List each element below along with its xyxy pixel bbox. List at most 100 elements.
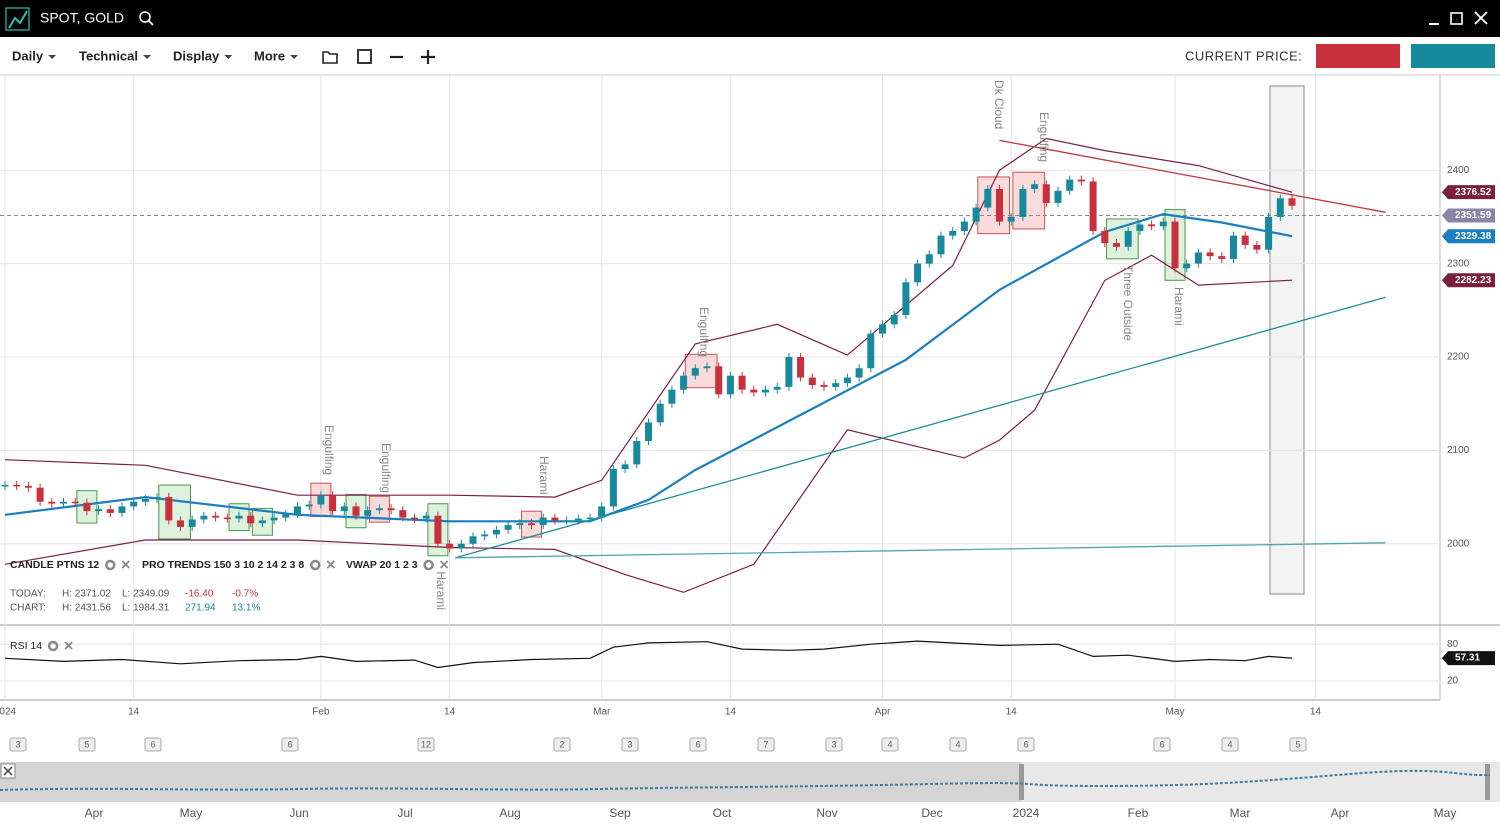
event-marker[interactable] xyxy=(9,737,27,752)
bid-box[interactable] xyxy=(1316,44,1400,68)
event-marker[interactable] xyxy=(757,737,775,752)
remove-icon[interactable] xyxy=(326,560,335,569)
candle xyxy=(691,368,699,376)
candle xyxy=(95,509,103,512)
pattern-box xyxy=(977,176,1010,235)
event-marker[interactable] xyxy=(1153,737,1171,752)
ask-box[interactable] xyxy=(1411,44,1495,68)
event-marker[interactable] xyxy=(881,737,899,752)
menu-item[interactable]: Technical xyxy=(79,48,138,63)
settings-icon[interactable] xyxy=(47,640,59,652)
pattern-label: Harami xyxy=(537,456,551,495)
event-count: 4 xyxy=(1227,739,1232,749)
candle xyxy=(329,495,337,512)
candle xyxy=(773,386,781,390)
current-price-tag-bg xyxy=(1442,208,1495,223)
candle xyxy=(1276,198,1284,217)
save-icon[interactable] xyxy=(357,49,372,64)
event-marker[interactable] xyxy=(825,737,843,752)
y-tick-label: 2400 xyxy=(1447,165,1470,176)
event-marker[interactable] xyxy=(1017,737,1035,752)
event-count: 4 xyxy=(887,739,892,749)
search-icon[interactable] xyxy=(139,11,151,23)
candle xyxy=(656,403,664,423)
candle xyxy=(668,389,676,404)
navigator-handle[interactable] xyxy=(1019,764,1024,800)
event-count: 4 xyxy=(955,739,960,749)
indicator-legend[interactable]: CANDLE PTNS 12 xyxy=(10,559,99,571)
candle xyxy=(258,520,266,524)
candle xyxy=(551,517,559,521)
rsi-title[interactable]: RSI 14 xyxy=(10,640,42,652)
event-marker[interactable] xyxy=(144,737,162,752)
candle xyxy=(446,543,454,549)
event-marker[interactable] xyxy=(281,737,299,752)
settings-icon[interactable] xyxy=(423,559,434,571)
pattern-box xyxy=(1012,171,1046,230)
settings-icon[interactable] xyxy=(310,559,321,571)
event-marker[interactable] xyxy=(417,737,435,752)
remove-icon[interactable] xyxy=(64,641,73,650)
candle xyxy=(867,333,875,369)
popout-button[interactable] xyxy=(1450,12,1463,25)
stat-percent: 13.1% xyxy=(232,603,260,614)
event-marker[interactable] xyxy=(553,737,571,752)
candle xyxy=(937,235,945,255)
trend-line xyxy=(455,542,1386,559)
rsi-line xyxy=(4,640,1293,669)
price-tag: 2329.38 xyxy=(1455,231,1492,242)
menu-item[interactable]: Daily xyxy=(12,48,44,63)
event-count: 6 xyxy=(150,739,155,749)
indicator-legend[interactable]: VWAP 20 1 2 3 xyxy=(346,559,418,571)
candle xyxy=(434,515,442,544)
event-marker[interactable] xyxy=(621,737,639,752)
candle xyxy=(141,498,149,502)
candle xyxy=(1171,221,1179,269)
candle xyxy=(1031,184,1039,189)
event-count: 12 xyxy=(421,739,431,749)
navigator-label: 2024 xyxy=(1013,806,1040,820)
candle xyxy=(340,506,348,512)
menu-item[interactable]: Display xyxy=(173,48,220,63)
navigator-handle[interactable] xyxy=(1485,764,1490,800)
candle xyxy=(60,501,67,504)
indicator-legend[interactable]: PRO TRENDS 150 3 10 2 14 2 3 8 xyxy=(142,559,304,571)
candle xyxy=(633,441,641,465)
open-icon[interactable] xyxy=(322,51,338,64)
menu-item[interactable]: More xyxy=(254,48,285,63)
zoom-in[interactable] xyxy=(421,50,435,64)
candle xyxy=(1007,216,1015,222)
candle xyxy=(188,519,196,527)
candle xyxy=(1113,243,1120,247)
candle xyxy=(879,324,886,334)
navigator-trace xyxy=(0,769,1491,791)
menu-caret xyxy=(143,55,152,59)
candle xyxy=(1206,252,1214,257)
x-tick-label: 14 xyxy=(444,707,456,718)
event-marker[interactable] xyxy=(78,737,96,752)
close-button[interactable] xyxy=(1474,11,1488,25)
event-marker[interactable] xyxy=(1221,737,1239,752)
navigator-label: Nov xyxy=(816,806,837,820)
remove-icon[interactable] xyxy=(121,560,130,569)
candle xyxy=(1042,184,1050,203)
candle xyxy=(305,504,313,507)
remove-icon[interactable] xyxy=(439,560,449,569)
candle xyxy=(457,543,465,549)
x-tick-label: Mar xyxy=(593,707,611,718)
x-tick-label: 14 xyxy=(725,707,737,718)
event-marker[interactable] xyxy=(689,737,707,752)
candle xyxy=(247,515,255,524)
event-marker[interactable] xyxy=(1289,737,1307,752)
settings-icon[interactable] xyxy=(105,559,116,571)
rsi-tag: 57.31 xyxy=(1455,653,1480,664)
event-marker[interactable] xyxy=(949,737,967,752)
stat-low: L: 1984.31 xyxy=(122,603,170,614)
event-count: 6 xyxy=(1023,739,1028,749)
symbol-title: SPOT, GOLD xyxy=(40,10,124,26)
candle xyxy=(130,501,138,507)
candle xyxy=(1230,235,1237,259)
candle xyxy=(726,375,734,395)
